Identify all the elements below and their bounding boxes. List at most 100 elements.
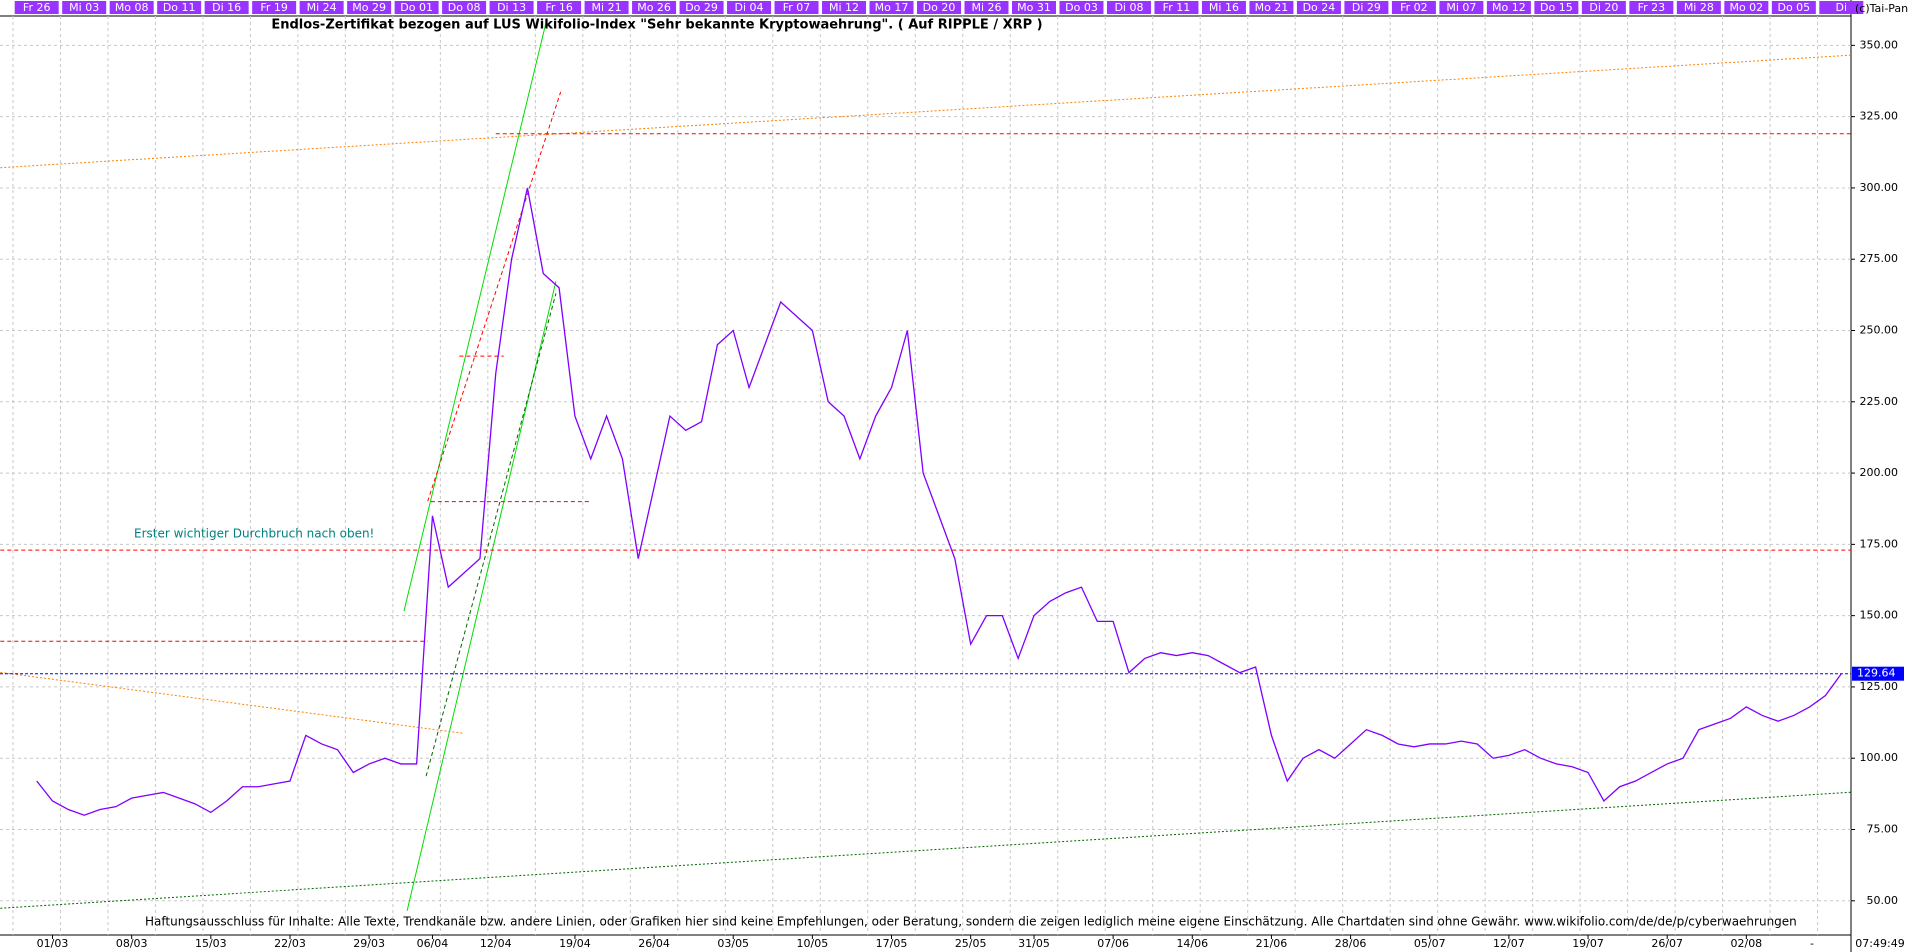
top-label-box: [1581, 1, 1626, 14]
x-tick-label: 26/04: [638, 937, 670, 950]
top-label-box: [1819, 1, 1864, 14]
top-label-box: [1534, 1, 1579, 14]
y-tick-label: 350.00: [1860, 38, 1899, 51]
top-label-box: [1724, 1, 1769, 14]
y-tick-label: 325.00: [1860, 110, 1899, 123]
annotation: Erster wichtiger Durchbruch nach oben!: [134, 527, 374, 541]
top-label: Fr 16: [545, 1, 573, 14]
x-tick-label: 03/05: [717, 937, 749, 950]
top-label: Di: [1836, 1, 1848, 14]
top-label: Mo 26: [637, 1, 671, 14]
top-label-box: [442, 1, 487, 14]
chart-title: Endlos-Zertifikat bezogen auf LUS Wikifo…: [271, 18, 1042, 33]
top-label-box: [157, 1, 202, 14]
top-label: Mi 12: [829, 1, 859, 14]
top-label-box: [204, 1, 249, 14]
top-label-box: [489, 1, 534, 14]
top-label-box: [1059, 1, 1104, 14]
last-value-label: 129.64: [1857, 667, 1896, 680]
top-label: Di 20: [1589, 1, 1618, 14]
trend-line: [0, 54, 1851, 169]
trend-line: [0, 671, 465, 734]
x-tick-label: 19/07: [1572, 937, 1604, 950]
y-tick-label: 300.00: [1860, 181, 1899, 194]
top-label-box: [1486, 1, 1531, 14]
top-label-box: [1771, 1, 1816, 14]
plot: [0, 20, 1851, 911]
y-tick-label: 175.00: [1860, 537, 1899, 550]
top-label: Di 13: [497, 1, 526, 14]
top-label-box: [537, 1, 582, 14]
top-label: Fr 19: [260, 1, 288, 14]
top-label: Mo 17: [875, 1, 909, 14]
top-label: Mo 02: [1729, 1, 1763, 14]
top-label: Do 11: [163, 1, 196, 14]
top-label-box: [679, 1, 724, 14]
top-label: Di 16: [212, 1, 241, 14]
x-tick-label: 07/06: [1097, 937, 1129, 950]
disclaimer: Haftungsausschluss für Inhalte: Alle Tex…: [145, 915, 1797, 929]
x-tick-label: 14/06: [1176, 937, 1208, 950]
top-label: Mi 26: [971, 1, 1001, 14]
top-label-box: [584, 1, 629, 14]
y-tick-label: 250.00: [1860, 324, 1899, 337]
top-label: Mo 12: [1492, 1, 1526, 14]
top-label: Fr 07: [783, 1, 811, 14]
x-tick-label: 08/03: [116, 937, 148, 950]
x-tick-label: 12/07: [1493, 937, 1525, 950]
x-tick-label: 02/08: [1730, 937, 1762, 950]
price-line: [36, 187, 1842, 816]
top-label: Fr 11: [1163, 1, 1191, 14]
top-label: Mo 31: [1017, 1, 1051, 14]
y-tick-label: 50.00: [1867, 894, 1899, 907]
clock: 07:49:49: [1855, 937, 1904, 950]
top-label: Mi 07: [1446, 1, 1476, 14]
top-label: Do 15: [1540, 1, 1573, 14]
top-label: Mo 29: [352, 1, 386, 14]
y-tick-label: 225.00: [1860, 395, 1899, 408]
x-tick-label: 28/06: [1335, 937, 1367, 950]
top-label: Do 08: [448, 1, 481, 14]
top-label-box: [1344, 1, 1389, 14]
y-tick-label: 125.00: [1860, 680, 1899, 693]
top-label-box: [394, 1, 439, 14]
trend-line: [425, 293, 557, 777]
top-label-box: [964, 1, 1009, 14]
x-tick-label: 19/04: [559, 937, 591, 950]
x-tick-label: 12/04: [480, 937, 512, 950]
x-tick-label: 31/05: [1018, 937, 1050, 950]
top-label: Do 20: [923, 1, 956, 14]
top-label: Di 29: [1352, 1, 1381, 14]
top-label-box: [252, 1, 297, 14]
top-label: Mi 21: [592, 1, 622, 14]
copyright: (c)Tai-Pan: [1855, 2, 1908, 15]
top-label-box: [1296, 1, 1341, 14]
y-tick-label: 75.00: [1867, 822, 1899, 835]
top-label: Do 05: [1777, 1, 1810, 14]
top-label-box: [347, 1, 392, 14]
x-tick-label: 05/07: [1414, 937, 1446, 950]
y-tick-label: 275.00: [1860, 252, 1899, 265]
top-label-box: [917, 1, 962, 14]
top-label: Di 04: [735, 1, 764, 14]
trend-line: [0, 791, 1851, 909]
top-label: Di 08: [1114, 1, 1143, 14]
top-label: Fr 23: [1638, 1, 1666, 14]
top-label-box: [299, 1, 344, 14]
trend-line: [406, 281, 557, 911]
x-tick-label: 22/03: [274, 937, 306, 950]
x-tick-label: 21/06: [1256, 937, 1288, 950]
top-label-box: [62, 1, 107, 14]
top-label-box: [1629, 1, 1674, 14]
axes: 50.00 75.00 100.00 125.00 150.00 175.00 200.00…: [14, 1, 1904, 950]
top-label-box: [1201, 1, 1246, 14]
x-tick-label: 25/05: [955, 937, 987, 950]
top-label-box: [1676, 1, 1721, 14]
trend-line: [403, 20, 547, 612]
top-label-box: [109, 1, 154, 14]
x-tick-label: 29/03: [353, 937, 385, 950]
top-label-box: [1106, 1, 1151, 14]
